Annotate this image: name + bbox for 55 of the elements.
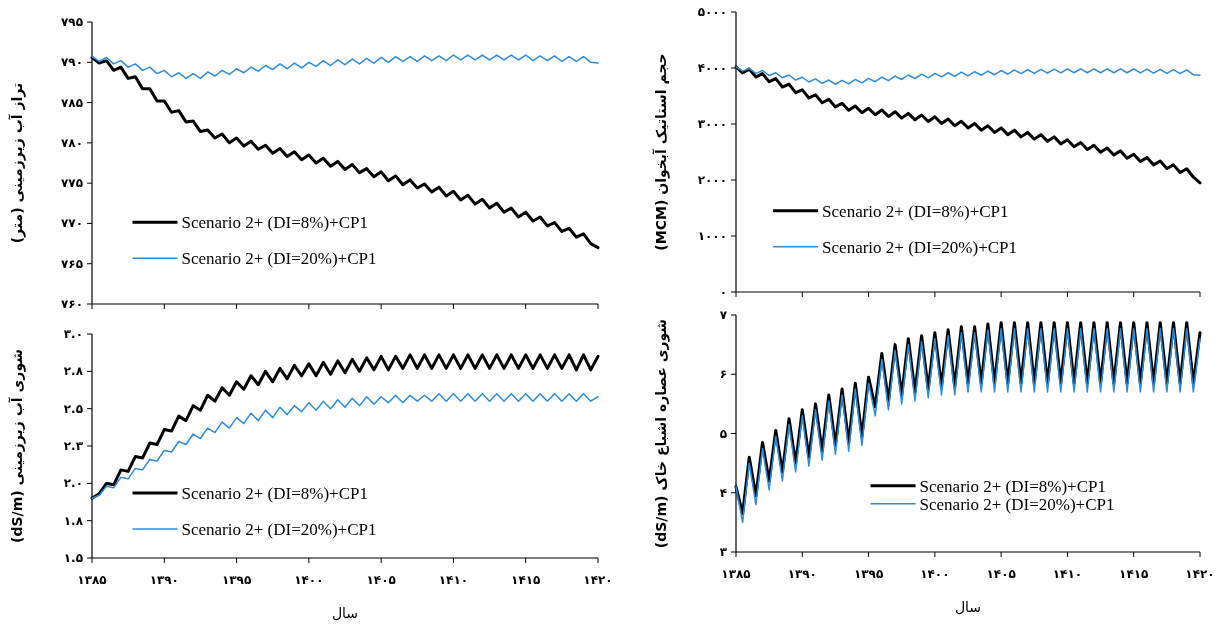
y-axis-title: تراز آب زیرزمینی (متر) <box>8 82 26 244</box>
x-tick-label: ۱۴۱۵ <box>511 573 541 587</box>
x-tick-label: ۱۴۰۰ <box>294 573 324 587</box>
y-tick-label: ۷۷۰ <box>61 216 83 231</box>
y-tick-label: ۲.۵ <box>63 401 83 416</box>
x-tick-label: ۱۳۹۰ <box>787 567 817 581</box>
y-tick-label: ۷۹۵ <box>61 15 83 29</box>
y-tick-label: ۴۰۰۰ <box>697 61 727 75</box>
x-tick-label: ۱۴۰۰ <box>920 567 950 581</box>
y-tick-label: ۵ <box>719 426 727 441</box>
y-tick-label: ۷۸۰ <box>61 135 83 150</box>
y-tick-label: ۷۷۵ <box>61 176 83 191</box>
x-axis-title: سال <box>331 605 359 621</box>
y-tick-label: ۳۰۰۰ <box>697 117 727 131</box>
x-tick-label: ۱۴۲۰ <box>583 573 613 587</box>
y-axis-title: شوری عصاره اشباع خاک (dS/m) <box>653 318 670 549</box>
legend-label: Scenario 2+ (DI=20%)+CP1 <box>181 520 377 540</box>
x-axis-title: سال <box>954 599 982 615</box>
y-tick-label: ۶ <box>719 367 727 382</box>
legend-label: Scenario 2+ (DI=8%)+CP1 <box>181 484 368 504</box>
y-tick-label: ۱۰۰۰ <box>697 229 727 243</box>
x-tick-label: ۱۴۱۵ <box>1119 567 1149 581</box>
legend-label: Scenario 2+ (DI=8%)+CP1 <box>822 201 1009 221</box>
y-tick-label: ۱.۵ <box>63 551 83 565</box>
x-tick-label: ۱۳۹۰ <box>149 573 179 587</box>
x-tick-label: ۱۳۸۵ <box>77 573 107 587</box>
x-tick-label: ۱۳۹۵ <box>221 573 252 587</box>
legend-label: Scenario 2+ (DI=8%)+CP1 <box>919 476 1107 496</box>
y-axis-title: شوری آب زیرزمینی (dS/m) <box>8 349 26 543</box>
y-tick-label: ۳ <box>719 545 728 559</box>
y-tick-label: ۲۰۰۰ <box>697 173 727 187</box>
y-tick-label: ۲.۸ <box>63 364 84 379</box>
legend-label: Scenario 2+ (DI=20%)+CP1 <box>181 249 377 269</box>
y-tick-label: ۷۸۵ <box>61 95 83 110</box>
x-tick-label: ۱۴۲۰ <box>1185 567 1215 581</box>
x-tick-label: ۱۴۰۵ <box>366 573 396 587</box>
y-tick-label: ۲.۳ <box>63 439 84 453</box>
y-tick-label: ۰ <box>719 285 727 299</box>
y-tick-label: ۴ <box>719 485 727 500</box>
legend-label: Scenario 2+ (DI=8%)+CP1 <box>181 213 368 233</box>
legend-label: Scenario 2+ (DI=20%)+CP1 <box>822 237 1018 257</box>
y-tick-label: ۱.۸ <box>63 513 84 528</box>
y-axis-title: حجم استاتیک آبخوان (MCM) <box>652 53 670 251</box>
x-tick-label: ۱۴۱۰ <box>438 573 469 587</box>
x-tick-label: ۱۳۸۵ <box>721 567 751 581</box>
y-tick-label: ۷۶۰ <box>61 297 83 311</box>
y-tick-label: ۵۰۰۰ <box>697 5 727 19</box>
x-tick-label: ۱۳۹۵ <box>853 567 884 581</box>
x-tick-label: ۱۴۱۰ <box>1052 567 1083 581</box>
x-tick-label: ۱۴۰۵ <box>986 567 1016 581</box>
y-tick-label: ۲.۰ <box>63 476 83 491</box>
y-tick-label: ۷۶۵ <box>61 256 83 271</box>
y-tick-label: ۷۹۰ <box>61 55 83 70</box>
y-tick-label: ۷ <box>719 308 728 322</box>
y-tick-label: ۳.۰ <box>63 327 83 341</box>
